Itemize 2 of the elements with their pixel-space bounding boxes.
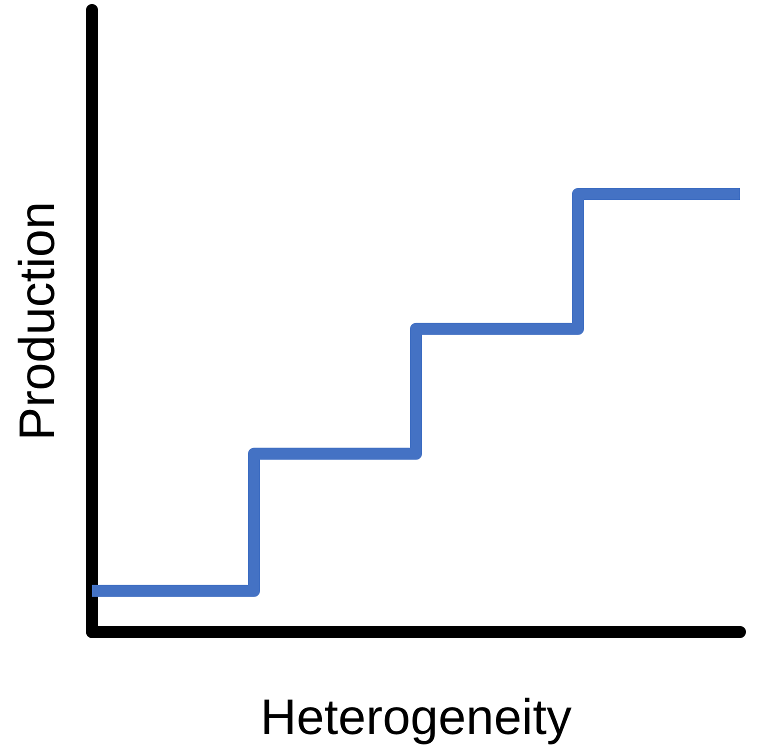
x-axis-title: Heterogeneity: [260, 689, 572, 745]
y-axis-title: Production: [9, 201, 65, 441]
